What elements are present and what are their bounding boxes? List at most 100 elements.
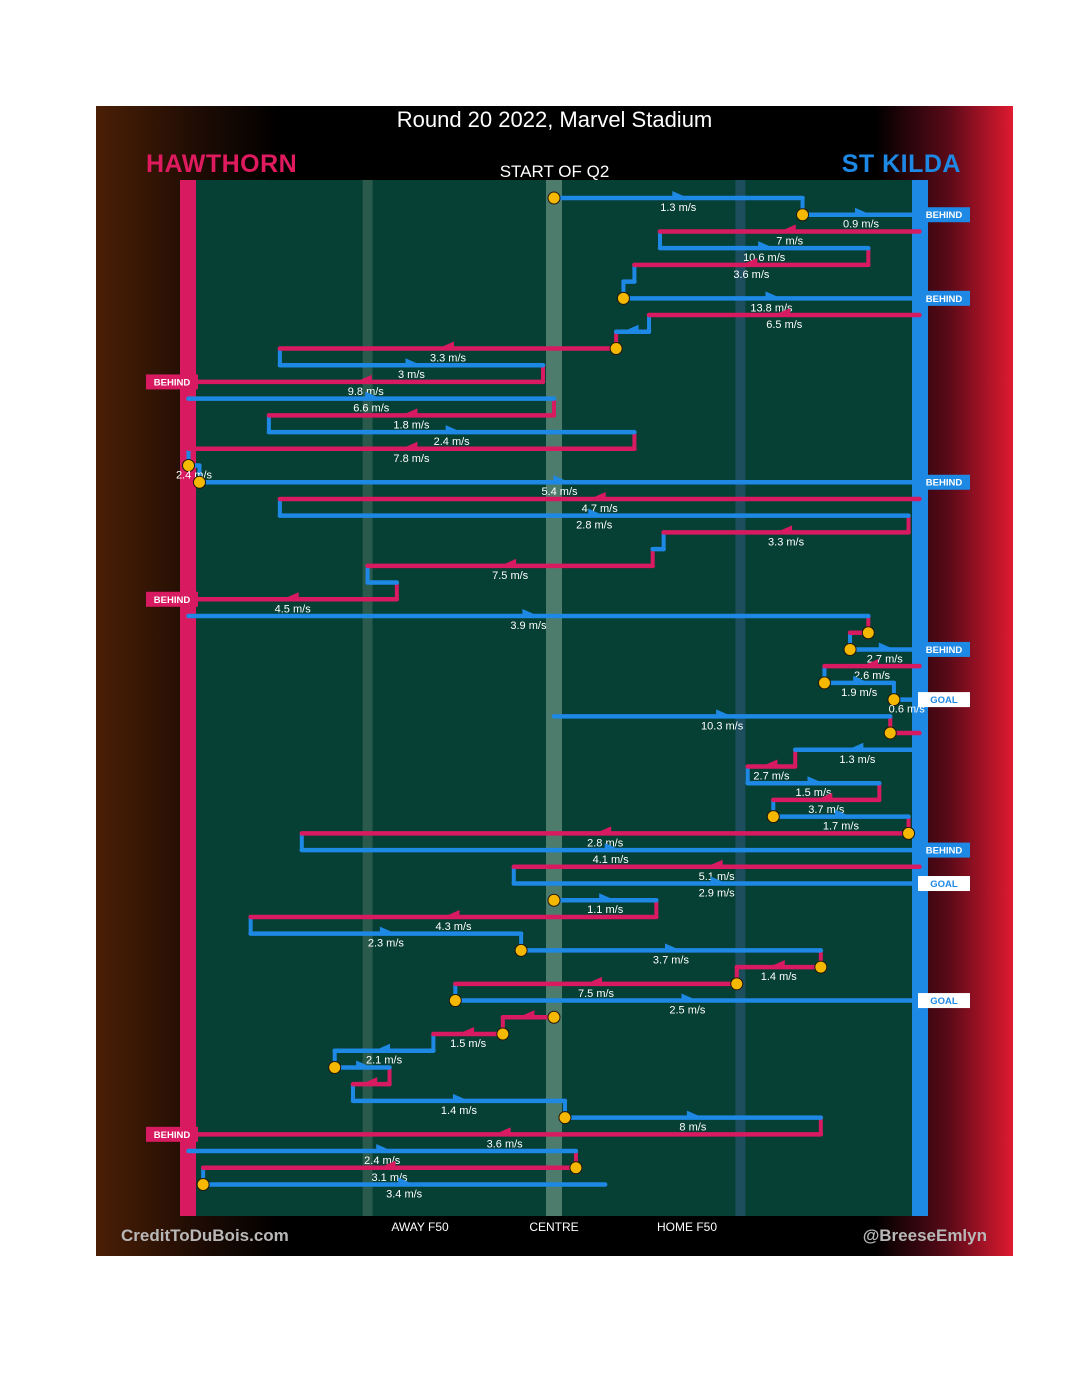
chain-arrow [861, 659, 878, 668]
speed-label: 2.9 m/s [699, 888, 736, 900]
score-tag-label: BEHIND [154, 595, 191, 606]
score-tag-label: BEHIND [926, 846, 963, 857]
speed-label: 7.8 m/s [393, 453, 430, 465]
chain-arrow [765, 291, 782, 300]
speed-label: 2.8 m/s [587, 837, 624, 849]
chain-arrow [361, 1077, 378, 1086]
ball-marker [569, 1161, 583, 1175]
chain-arrow [604, 843, 621, 852]
chain-arrow [758, 241, 775, 250]
chain-arrow [741, 257, 758, 266]
chain-arrow [452, 1093, 469, 1102]
chain-arrow [438, 341, 455, 350]
chain-arrow [553, 475, 570, 484]
chain-arrow [282, 592, 299, 601]
chain-arrow [761, 759, 778, 768]
ball-marker [766, 810, 780, 824]
speed-label: 7.5 m/s [492, 570, 529, 582]
credit-left: CreditToDuBois.com [121, 1226, 289, 1245]
chain-arrow [599, 893, 616, 902]
ball-marker [861, 626, 875, 640]
chain-arrow [595, 826, 612, 835]
score-tag-label: BEHIND [154, 377, 191, 388]
speed-label: 6.6 m/s [353, 403, 390, 415]
chain-arrow [776, 525, 793, 534]
chain-arrow [401, 408, 418, 417]
ball-marker [883, 726, 897, 740]
speed-label: 1.4 m/s [441, 1105, 478, 1117]
speed-label: 3.6 m/s [733, 269, 770, 281]
ball-marker [902, 826, 916, 840]
speed-label: 4.3 m/s [435, 921, 472, 933]
chain-arrow [664, 943, 681, 952]
ball-marker [192, 475, 206, 489]
speed-label: 4.5 m/s [275, 603, 312, 615]
ball-marker [448, 994, 462, 1008]
score-tag-box [918, 876, 970, 892]
chart-title: Round 20 2022, Marvel Stadium [396, 107, 713, 132]
chain-arrow [401, 441, 418, 450]
chain-arrow [494, 1127, 511, 1136]
chain-arrow [706, 859, 723, 868]
speed-label: 0.9 m/s [843, 219, 880, 231]
ball-marker [547, 1010, 561, 1024]
chain-arrow [405, 358, 422, 367]
speed-label: 3.9 m/s [510, 620, 547, 632]
away-f50-label: AWAY F50 [391, 1220, 449, 1234]
ball-marker [182, 459, 195, 473]
speed-label: 10.3 m/s [701, 720, 744, 732]
speed-label: 1.5 m/s [795, 787, 832, 799]
ball-marker [514, 943, 528, 957]
ball-marker [547, 893, 561, 907]
chain-arrow [834, 809, 851, 818]
chain-arrow [500, 558, 517, 567]
ball-marker [328, 1060, 342, 1074]
speed-label: 1.8 m/s [393, 419, 430, 431]
speed-label: 2.5 m/s [669, 1005, 706, 1017]
score-tag-label: BEHIND [926, 645, 963, 656]
score-tag-box [918, 993, 970, 1009]
speed-label: 0.6 m/s [889, 704, 926, 716]
ball-marker [196, 1177, 210, 1191]
speed-label: 2.1 m/s [366, 1055, 403, 1067]
speed-label: 5.1 m/s [699, 871, 736, 883]
chain-arrow [816, 792, 833, 801]
ball-marker [817, 676, 831, 690]
ball-marker [609, 341, 623, 355]
ball-marker [496, 1027, 510, 1041]
speed-label: 5.4 m/s [541, 486, 578, 498]
home-f50-line [735, 180, 746, 1216]
speed-label: 1.3 m/s [660, 202, 697, 214]
chain-arrow [716, 709, 733, 718]
chain-arrow [681, 993, 698, 1002]
speed-label: 8 m/s [679, 1122, 706, 1134]
chain-arrow [589, 491, 606, 500]
score-tag-label: GOAL [930, 879, 958, 890]
score-tag-box [918, 842, 970, 858]
chain-arrow [356, 1060, 373, 1069]
ball-marker [796, 208, 810, 222]
chain-arrow [672, 191, 689, 199]
score-tag-box [146, 1126, 198, 1142]
ball-marker [843, 642, 857, 656]
score-tag-label: BEHIND [154, 1130, 191, 1141]
chain-arrow [807, 776, 824, 785]
chain-arrow [586, 976, 603, 985]
chain-arrow [588, 508, 605, 517]
score-tag-box [918, 692, 970, 708]
speed-label: 2.6 m/s [854, 670, 891, 682]
score-tag-box [146, 374, 198, 390]
home-team-label: HAWTHORN [146, 150, 298, 178]
chain-arrow [779, 224, 796, 233]
speed-label: 3.6 m/s [487, 1138, 524, 1150]
speed-label: 7 m/s [776, 235, 803, 247]
chain-arrow [518, 1010, 535, 1019]
score-tag-box [918, 207, 970, 223]
chart-poster: 1.3 m/s 0.9 m/s BEHIND 7 m/s 10.6 m/s 3.6 m/s… [96, 106, 1013, 1256]
speed-label: 1.3 m/s [839, 754, 876, 766]
speed-label: 4.7 m/s [582, 503, 619, 515]
ball-marker [547, 191, 561, 205]
chain-arrow [445, 425, 462, 434]
speed-label: 9.8 m/s [348, 386, 385, 398]
